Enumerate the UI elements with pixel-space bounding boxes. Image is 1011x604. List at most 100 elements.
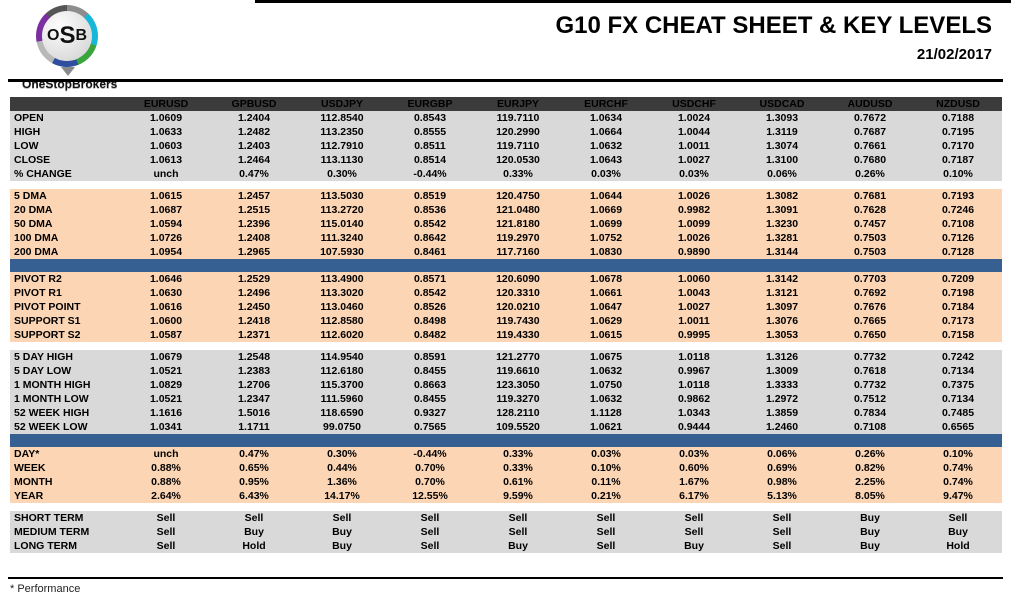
cell-usdcad: 0.69% <box>767 461 797 474</box>
cell-eurchf: 1.0629 <box>589 314 623 327</box>
cell-gpbusd: 1.2403 <box>237 139 271 152</box>
cell-audusd: 0.7672 <box>853 111 887 124</box>
table-row: LOW 1.0603 1.2403 112.7910 0.8511 119.7110 1.0… <box>10 139 1002 153</box>
fx-table: EURUSD GPBUSD USDJPY EURGBP EURJPY EURCHF USDC… <box>10 97 1002 553</box>
cell-eurusd: 1.0587 <box>149 328 183 341</box>
cell-nzdusd: 0.7126 <box>941 231 975 244</box>
cell-nzdusd: 0.7209 <box>941 272 975 285</box>
cell-nzdusd: 0.6565 <box>941 420 975 433</box>
cell-eurjpy: 119.7430 <box>496 314 540 327</box>
cell-eurchf: 1.0647 <box>589 300 623 313</box>
cell-usdjpy: 1.36% <box>327 475 357 488</box>
table-row: 1 MONTH HIGH 1.0829 1.2706 115.3700 0.8663 12… <box>10 378 1002 392</box>
cell-eurusd: 1.0633 <box>149 125 183 138</box>
cell-audusd: 0.7650 <box>853 328 887 341</box>
cell-usdjpy: 112.7910 <box>320 139 364 152</box>
cell-eurgbp: -0.44% <box>413 167 447 180</box>
cell-nzdusd: 0.7485 <box>941 406 975 419</box>
cell-nzdusd: 0.7246 <box>941 203 975 216</box>
cell-eurjpy: 120.4750 <box>496 189 540 202</box>
cell-eurjpy: 121.8180 <box>496 217 540 230</box>
cell-eurusd: 1.1616 <box>149 406 183 419</box>
section-ranges: 5 DAY HIGH 1.0679 1.2548 114.9540 0.8591 121.… <box>10 350 1002 434</box>
cell-audusd: 0.7503 <box>853 231 887 244</box>
row-label: 100 DMA <box>14 231 59 244</box>
cell-eurusd: 1.0616 <box>149 300 183 313</box>
cell-eurchf: 0.03% <box>591 447 621 460</box>
cell-usdjpy: 107.5930 <box>320 245 364 258</box>
table-row: MONTH 0.88% 0.95% 1.36% 0.70% 0.61% 0.11% 1.67%… <box>10 475 1002 489</box>
table-row: 200 DMA 1.0954 1.2965 107.5930 0.8461 117.716… <box>10 245 1002 259</box>
cell-usdchf: 0.9982 <box>677 203 711 216</box>
row-label: 5 DAY HIGH <box>14 350 73 363</box>
cell-gpbusd: 1.2548 <box>237 350 271 363</box>
logo-letter-b: B <box>75 27 88 44</box>
cell-gpbusd: 1.2371 <box>237 328 271 341</box>
section-ohlc: OPEN 1.0609 1.2404 112.8540 0.8543 119.7110 1.… <box>10 111 1002 181</box>
cell-gpbusd: 1.2482 <box>237 125 271 138</box>
cell-usdchf: 1.0060 <box>677 272 711 285</box>
cell-eurjpy: 109.5520 <box>496 420 540 433</box>
cell-eurgbp: 0.8511 <box>414 139 446 152</box>
cell-usdcad: 1.3142 <box>765 272 799 285</box>
cell-eurchf: 1.0644 <box>589 189 623 202</box>
cell-usdjpy: 118.6590 <box>320 406 364 419</box>
cell-nzdusd: 0.10% <box>943 167 973 180</box>
cell-usdjpy: 0.30% <box>327 447 357 460</box>
cell-usdchf: 0.9862 <box>677 392 711 405</box>
cell-eurusd: 1.0687 <box>149 203 183 216</box>
table-row: 1 MONTH LOW 1.0521 1.2347 111.5960 0.8455 119… <box>10 392 1002 406</box>
cell-eurgbp: 12.55% <box>412 489 448 502</box>
cell-eurgbp: -0.44% <box>413 447 447 460</box>
cell-eurjpy: 119.7110 <box>496 139 540 152</box>
cell-usdchf: 1.0343 <box>677 406 711 419</box>
column-header-usdchf: USDCHF <box>650 97 738 111</box>
column-header-eurusd: EURUSD <box>122 97 210 111</box>
cell-usdchf: 0.60% <box>679 461 709 474</box>
cell-usdcad: 1.3119 <box>766 125 798 138</box>
cell-audusd: 0.7628 <box>853 203 887 216</box>
row-label: OPEN <box>14 111 44 124</box>
cell-eurusd: 1.0726 <box>149 231 183 244</box>
column-header-nzdusd: NZDUSD <box>914 97 1002 111</box>
cell-nzdusd: 0.74% <box>943 475 973 488</box>
cell-eurjpy: 117.7160 <box>496 245 540 258</box>
cell-eurgbp: 0.8542 <box>413 217 447 230</box>
cell-usdchf: 0.03% <box>679 167 709 180</box>
cell-nzdusd: 0.7195 <box>941 125 975 138</box>
cell-nzdusd: 0.7108 <box>941 217 975 230</box>
table-row: SUPPORT S2 1.0587 1.2371 112.6020 0.8482 119.… <box>10 328 1002 342</box>
cell-usdcad: 1.3053 <box>765 328 799 341</box>
cell-nzdusd: 0.10% <box>943 447 973 460</box>
cell-eurusd: 1.0603 <box>149 139 183 152</box>
cell-eurjpy: 120.6090 <box>496 272 540 285</box>
cell-gpbusd: Buy <box>244 525 264 538</box>
cell-audusd: 0.7108 <box>853 420 887 433</box>
cell-eurjpy: 119.6610 <box>496 364 540 377</box>
cell-nzdusd: Buy <box>948 525 968 538</box>
row-label: % CHANGE <box>14 167 72 180</box>
cell-nzdusd: Sell <box>948 511 968 524</box>
column-header-usdjpy: USDJPY <box>298 97 386 111</box>
cell-eurchf: 1.0643 <box>589 153 623 166</box>
column-header-eurjpy: EURJPY <box>474 97 562 111</box>
column-header-gpbusd: GPBUSD <box>210 97 298 111</box>
cell-usdcad: 0.06% <box>767 167 797 180</box>
cell-eurjpy: Sell <box>508 511 528 524</box>
cell-gpbusd: 0.95% <box>239 475 269 488</box>
cell-usdjpy: 114.9540 <box>320 350 364 363</box>
cell-nzdusd: 0.7375 <box>941 378 975 391</box>
table-row: 5 DAY LOW 1.0521 1.2383 112.6180 0.8455 119.6… <box>10 364 1002 378</box>
cell-audusd: 0.26% <box>855 167 885 180</box>
cell-usdcad: 1.3230 <box>765 217 799 230</box>
column-header-usdcad: USDCAD <box>738 97 826 111</box>
cell-usdjpy: 14.17% <box>324 489 360 502</box>
cell-nzdusd: 0.7134 <box>941 364 975 377</box>
cell-gpbusd: 0.47% <box>239 447 269 460</box>
cell-gpbusd: 1.2515 <box>237 203 271 216</box>
report-date: 21/02/2017 <box>916 46 992 63</box>
cell-eurjpy: Buy <box>508 539 528 552</box>
cell-usdchf: Sell <box>684 511 704 524</box>
cell-audusd: 0.7703 <box>853 272 887 285</box>
logo-letter-o: O <box>46 27 60 44</box>
